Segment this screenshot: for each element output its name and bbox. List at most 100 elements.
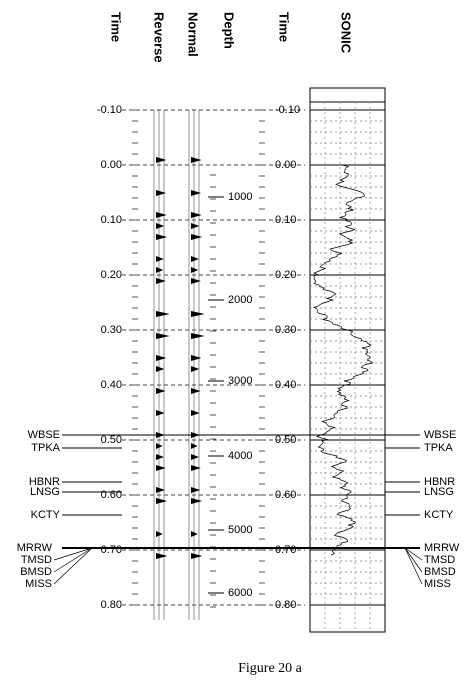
depth-tick-label: 6000	[228, 587, 252, 599]
wavelet	[156, 465, 166, 471]
wavelet	[191, 498, 203, 504]
column-header: Depth	[222, 12, 237, 49]
formation-label: TPKA	[31, 442, 60, 454]
depth-tick-label: 4000	[228, 450, 252, 462]
wavelet	[191, 333, 205, 339]
wavelet	[156, 256, 164, 262]
wavelet	[191, 223, 200, 229]
formation-label: LNSG	[424, 486, 454, 498]
depth-tick-label: 1000	[228, 191, 252, 203]
column-header: Time	[109, 12, 124, 42]
wavelet	[191, 311, 205, 317]
time-tick-label: 0.40	[275, 379, 296, 391]
wavelet	[156, 212, 167, 218]
time-tick-label: 0.00	[101, 159, 122, 171]
depth-tick-label: 2000	[228, 294, 252, 306]
formation-label: MRRW	[17, 542, 53, 554]
formation-label: KCTY	[424, 509, 454, 521]
caption: Figure 20 a	[238, 661, 303, 676]
column-header: Reverse	[152, 12, 167, 63]
time-tick-label: 0.60	[275, 489, 296, 501]
formation-label: TMSD	[21, 554, 52, 566]
time-tick-label: -0.10	[97, 104, 122, 116]
wavelet	[191, 531, 198, 537]
sonic-curve	[313, 164, 374, 556]
wavelet	[191, 366, 200, 372]
wavelet	[191, 278, 201, 284]
time-tick-label: 0.40	[101, 379, 122, 391]
wavelet	[191, 355, 202, 361]
time-tick-label: 0.20	[101, 269, 122, 281]
wavelet	[156, 366, 165, 372]
wavelet	[191, 212, 202, 218]
time-tick-label: 0.10	[101, 214, 122, 226]
formation-label: BMSD	[424, 566, 456, 578]
wavelet	[191, 465, 201, 471]
wavelet	[191, 234, 203, 240]
time-tick-label: 0.30	[101, 324, 122, 336]
wavelet	[156, 311, 170, 317]
wavelet	[156, 388, 166, 394]
formation-label: TPKA	[424, 442, 453, 454]
time-tick-label: 0.20	[275, 269, 296, 281]
wavelet	[156, 333, 170, 339]
time-tick-label: 0.70	[275, 544, 296, 556]
time-tick-label: 0.50	[101, 434, 122, 446]
wavelet	[191, 157, 202, 163]
wavelet	[191, 267, 199, 273]
wavelet	[191, 454, 199, 460]
depth-tick-label: 3000	[228, 375, 252, 387]
formation-label: MRRW	[424, 542, 460, 554]
column-header: Normal	[186, 12, 201, 57]
time-tick-label: 0.80	[275, 599, 296, 611]
wavelet	[156, 190, 167, 196]
formation-label: WBSE	[424, 429, 456, 441]
formation-connector	[53, 547, 93, 585]
column-header: Time	[277, 12, 292, 42]
time-tick-label: 0.10	[275, 214, 296, 226]
formation-connector	[53, 547, 93, 573]
depth-tick-label: 5000	[228, 524, 252, 536]
formation-connector	[53, 547, 93, 561]
formation-label: LNSG	[30, 486, 60, 498]
wavelet	[191, 553, 203, 559]
formation-label: BMSD	[20, 566, 52, 578]
sonic-box	[309, 87, 386, 633]
formation-label: HBNR	[424, 476, 455, 488]
wavelet	[191, 410, 200, 416]
wavelet	[191, 443, 198, 449]
wavelet	[191, 256, 199, 262]
wavelet	[156, 487, 166, 493]
wavelet	[156, 157, 167, 163]
formation-label: WBSE	[28, 429, 60, 441]
wavelet	[156, 410, 165, 416]
formation-label: TMSD	[424, 554, 455, 566]
time-tick-label: 0.80	[101, 599, 122, 611]
time-tick-label: 0.60	[101, 489, 122, 501]
formation-label: KCTY	[31, 509, 61, 521]
time-tick-label: -0.10	[275, 104, 300, 116]
formation-connector	[404, 547, 423, 561]
wavelet	[156, 267, 164, 273]
wavelet	[191, 388, 201, 394]
time-tick-label: 0.00	[275, 159, 296, 171]
formation-label: MISS	[424, 578, 451, 590]
wavelet	[156, 454, 164, 460]
formation-connector	[404, 547, 423, 585]
wavelet	[156, 553, 168, 559]
wavelet	[191, 487, 201, 493]
wavelet	[156, 278, 166, 284]
time-tick-label: 0.30	[275, 324, 296, 336]
time-tick-label: 0.50	[275, 434, 296, 446]
wavelet	[156, 223, 165, 229]
formation-label: HBNR	[29, 476, 60, 488]
wavelet	[156, 498, 168, 504]
formation-connector	[404, 547, 423, 573]
wavelet	[156, 443, 163, 449]
wavelet	[156, 234, 168, 240]
wavelet	[156, 355, 167, 361]
column-header: SONIC	[339, 12, 354, 54]
wavelet	[156, 531, 163, 537]
wavelet	[191, 190, 202, 196]
